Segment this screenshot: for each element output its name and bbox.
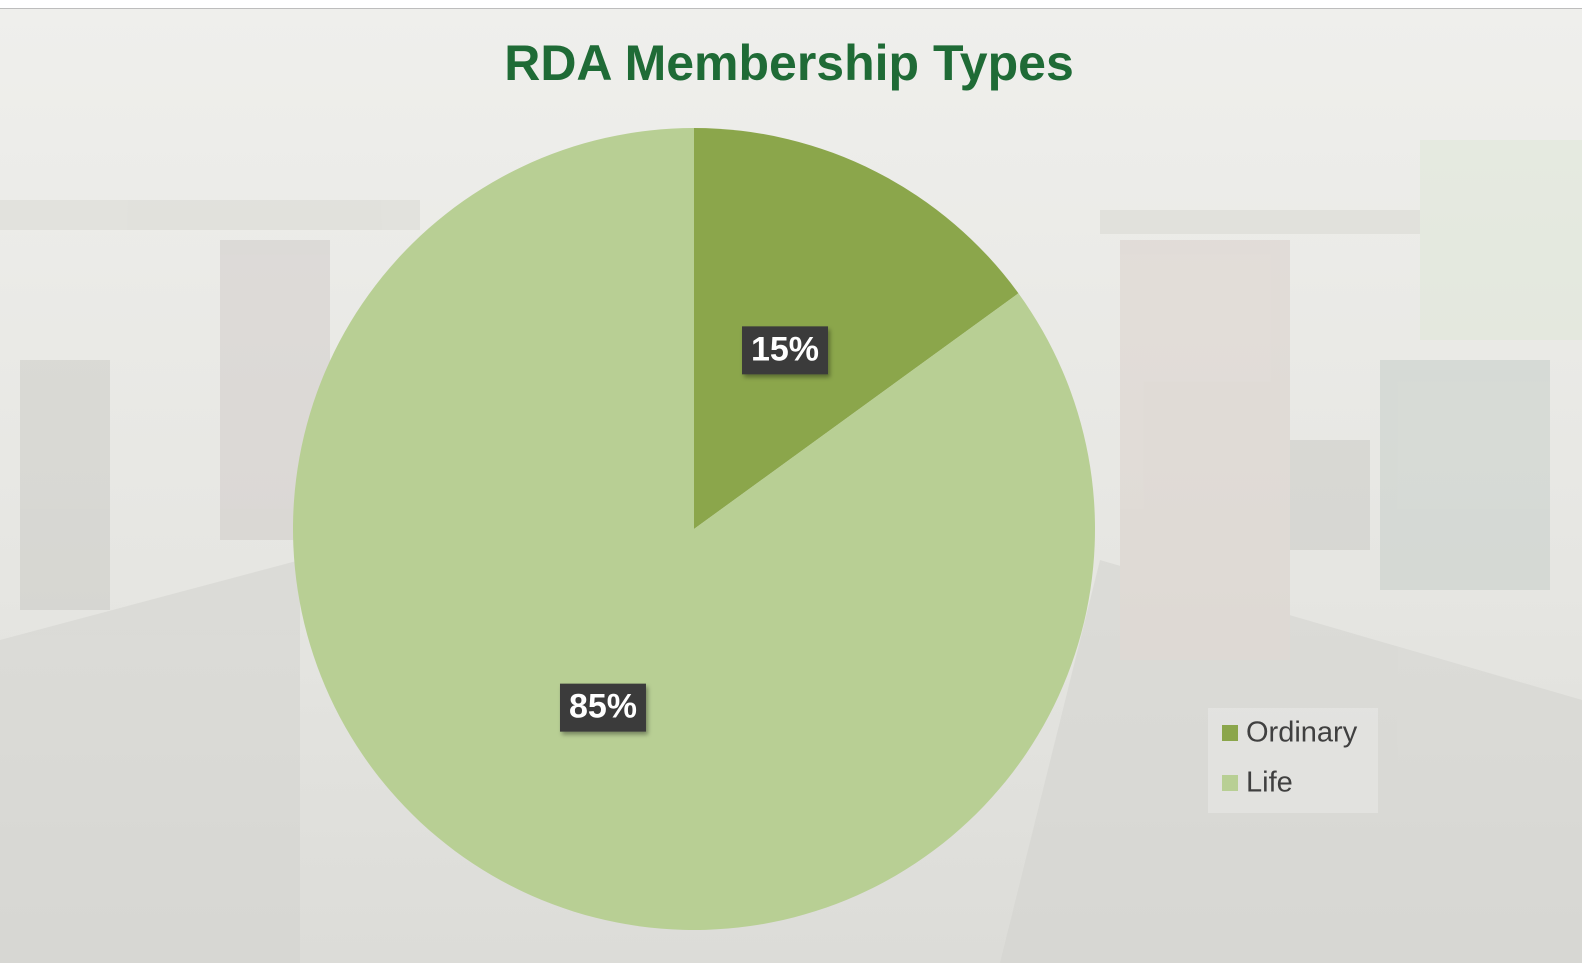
- legend-swatch: [1222, 725, 1238, 741]
- data-label: 15%: [751, 330, 819, 368]
- pie-slice: [694, 128, 1019, 529]
- legend: Ordinary Life: [1208, 708, 1378, 813]
- data-label-box: [559, 683, 646, 732]
- legend-label: Life: [1246, 767, 1293, 799]
- data-label: 85%: [569, 688, 637, 726]
- pie-slice: [293, 128, 1096, 931]
- legend-label: Ordinary: [1246, 717, 1358, 749]
- chart-title: RDA Membership Types: [504, 35, 1074, 91]
- photo-shapes: [0, 140, 1582, 963]
- legend-swatch: [1222, 775, 1238, 791]
- data-label-box: [742, 326, 829, 375]
